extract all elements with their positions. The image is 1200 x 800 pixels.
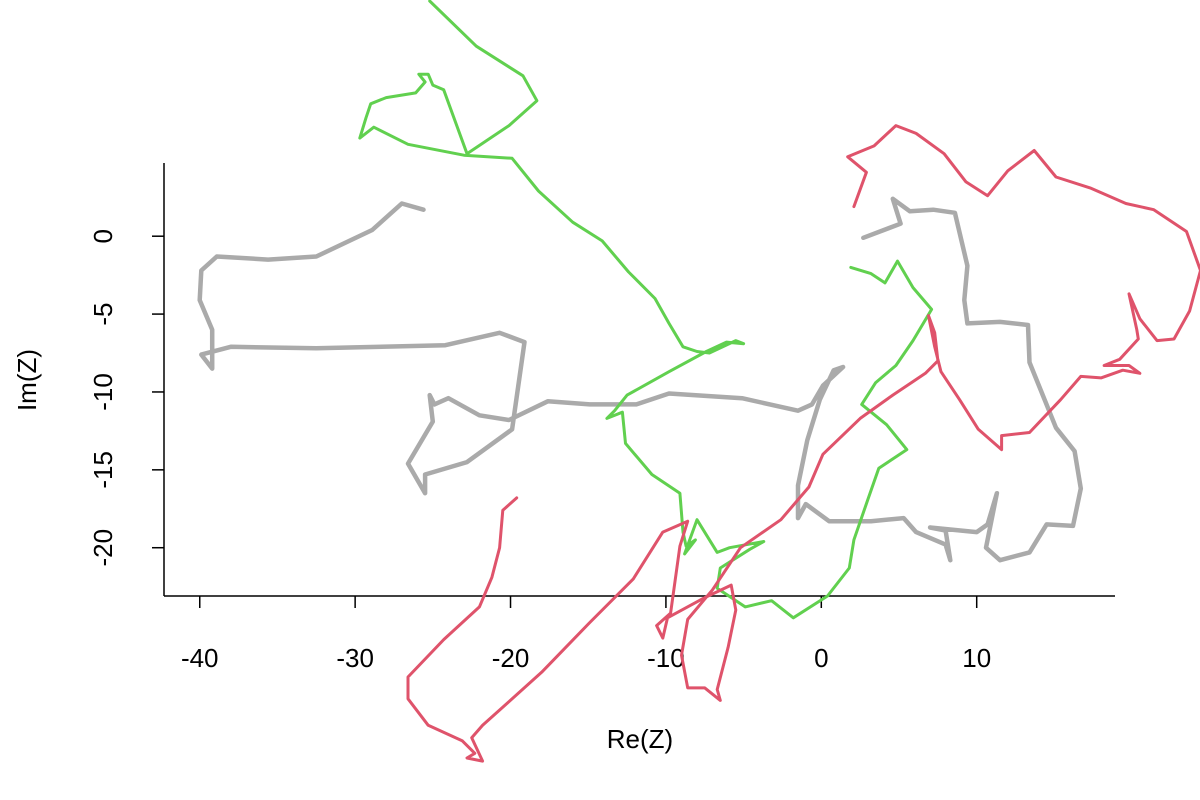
walk-path — [358, 0, 934, 620]
x-tick-label: -10 — [647, 643, 685, 673]
y-axis-label: Im(Z) — [12, 349, 42, 411]
x-tick-label: -40 — [181, 643, 219, 673]
x-tick-label: -30 — [336, 643, 374, 673]
walk-path — [197, 196, 1084, 563]
x-tick-label: 10 — [962, 643, 991, 673]
y-tick-label: -15 — [88, 451, 118, 489]
y-tick-label: -5 — [88, 303, 118, 326]
y-tick-label: -20 — [88, 529, 118, 567]
x-axis-label: Re(Z) — [607, 724, 673, 754]
walk-path — [406, 124, 1200, 763]
x-tick-label: 0 — [814, 643, 828, 673]
y-tick-label: 0 — [88, 229, 118, 243]
y-tick-label: -10 — [88, 373, 118, 411]
x-tick-label: -20 — [492, 643, 530, 673]
